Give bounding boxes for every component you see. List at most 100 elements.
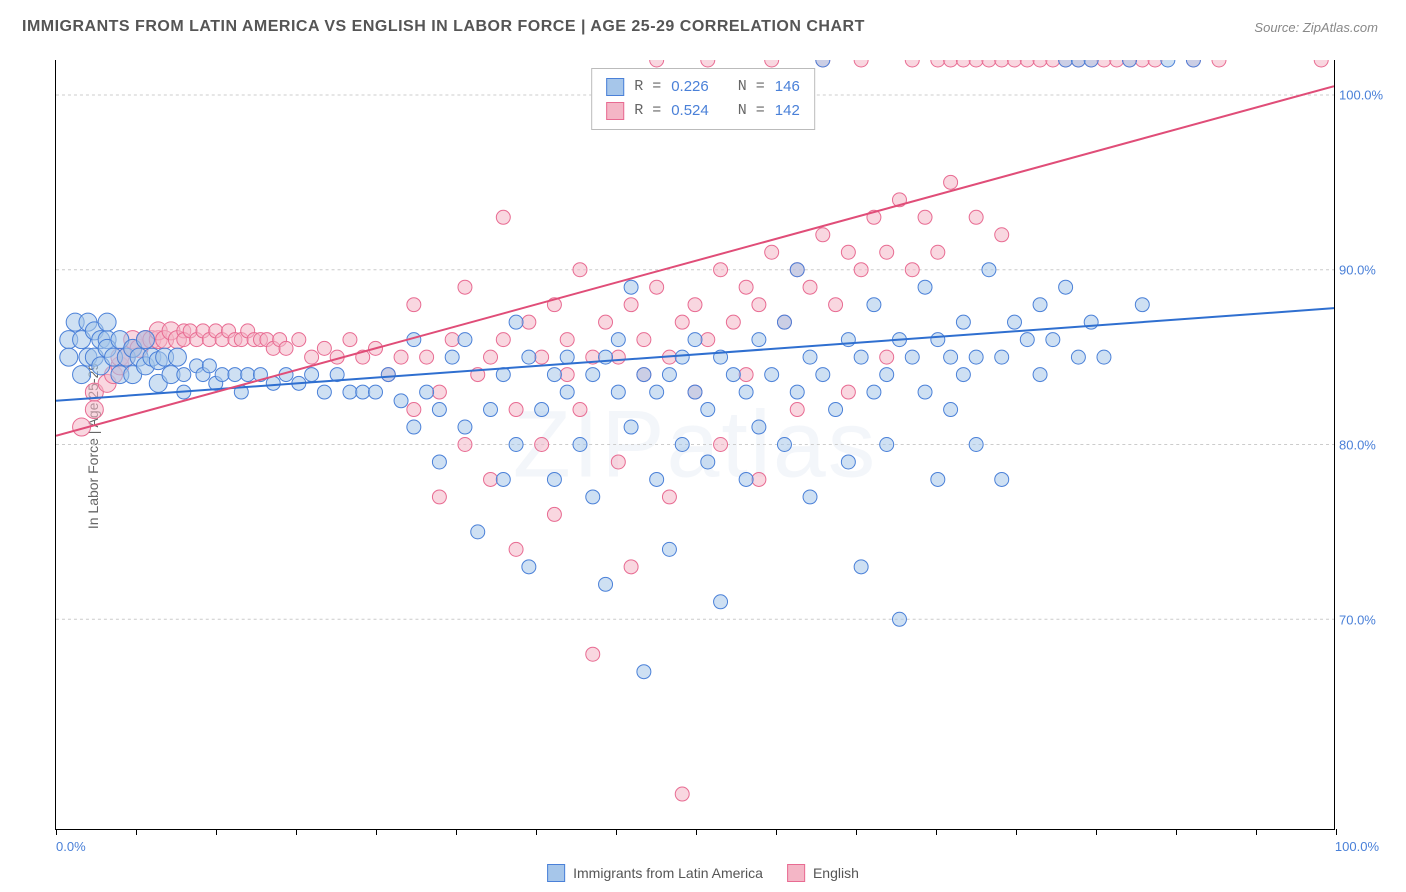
data-point — [688, 385, 702, 399]
data-point — [624, 420, 638, 434]
data-point — [458, 280, 472, 294]
data-point — [675, 438, 689, 452]
data-point — [777, 438, 791, 452]
data-point — [880, 350, 894, 364]
data-point — [701, 403, 715, 417]
data-point — [637, 368, 651, 382]
data-point — [662, 490, 676, 504]
data-point — [241, 368, 255, 382]
data-point — [611, 455, 625, 469]
data-point — [1314, 60, 1328, 67]
legend-item-blue: Immigrants from Latin America — [547, 864, 763, 882]
data-point — [432, 385, 446, 399]
data-point — [739, 472, 753, 486]
data-point — [956, 60, 970, 67]
data-point — [1097, 350, 1111, 364]
data-point — [1020, 333, 1034, 347]
data-point — [305, 350, 319, 364]
source-label: Source: — [1254, 20, 1299, 35]
data-point — [816, 60, 830, 67]
x-tick-mark — [696, 829, 697, 835]
data-point — [918, 280, 932, 294]
n-value-pink: 142 — [775, 99, 800, 123]
data-point — [560, 333, 574, 347]
x-tick-mark — [136, 829, 137, 835]
data-point — [1148, 60, 1162, 67]
data-point — [432, 403, 446, 417]
data-point — [829, 403, 843, 417]
n-label: N = — [738, 99, 765, 123]
data-point — [637, 665, 651, 679]
data-point — [168, 348, 186, 366]
data-point — [969, 60, 983, 67]
data-point — [73, 366, 91, 384]
data-point — [1123, 60, 1137, 67]
data-point — [995, 228, 1009, 242]
data-point — [484, 472, 498, 486]
data-point — [1046, 60, 1060, 67]
data-point — [637, 333, 651, 347]
data-point — [177, 368, 191, 382]
data-point — [85, 401, 103, 419]
data-point — [624, 560, 638, 574]
data-point — [714, 263, 728, 277]
data-point — [1033, 60, 1047, 67]
data-point — [854, 263, 868, 277]
data-point — [905, 263, 919, 277]
swatch-blue — [606, 78, 624, 96]
data-point — [458, 333, 472, 347]
data-point — [892, 612, 906, 626]
data-point — [445, 350, 459, 364]
data-point — [573, 438, 587, 452]
data-point — [944, 403, 958, 417]
y-axis-tick: 70.0% — [1339, 613, 1389, 628]
data-point — [586, 490, 600, 504]
data-point — [995, 350, 1009, 364]
r-value-blue: 0.226 — [671, 75, 709, 99]
data-point — [509, 403, 523, 417]
data-point — [701, 333, 715, 347]
data-point — [522, 315, 536, 329]
data-point — [854, 60, 868, 67]
data-point — [1135, 60, 1149, 67]
data-point — [829, 298, 843, 312]
data-point — [496, 333, 510, 347]
data-point — [599, 577, 613, 591]
data-point — [471, 525, 485, 539]
data-point — [803, 490, 817, 504]
data-point — [688, 333, 702, 347]
data-point — [432, 455, 446, 469]
x-tick-mark — [376, 829, 377, 835]
data-point — [905, 60, 919, 67]
data-point — [995, 60, 1009, 67]
data-point — [547, 368, 561, 382]
data-point — [701, 455, 715, 469]
data-point — [752, 333, 766, 347]
data-point — [215, 368, 229, 382]
data-point — [1135, 298, 1149, 312]
data-point — [1020, 60, 1034, 67]
data-point — [931, 60, 945, 67]
x-tick-mark — [936, 829, 937, 835]
data-point — [931, 472, 945, 486]
data-point — [650, 280, 664, 294]
data-point — [714, 438, 728, 452]
x-tick-mark — [456, 829, 457, 835]
data-point — [854, 350, 868, 364]
legend-row-blue: R = 0.226 N = 146 — [606, 75, 800, 99]
data-point — [752, 472, 766, 486]
data-point — [931, 245, 945, 259]
data-point — [867, 298, 881, 312]
data-point — [982, 263, 996, 277]
data-point — [650, 472, 664, 486]
correlation-legend: R = 0.226 N = 146 R = 0.524 N = 142 — [591, 68, 815, 130]
data-point — [1033, 298, 1047, 312]
data-point — [790, 403, 804, 417]
data-point — [458, 420, 472, 434]
swatch-pink — [606, 102, 624, 120]
data-point — [522, 560, 536, 574]
series-legend: Immigrants from Latin America English — [547, 864, 859, 882]
swatch-pink-bottom — [787, 864, 805, 882]
data-point — [343, 333, 357, 347]
data-point — [484, 403, 498, 417]
